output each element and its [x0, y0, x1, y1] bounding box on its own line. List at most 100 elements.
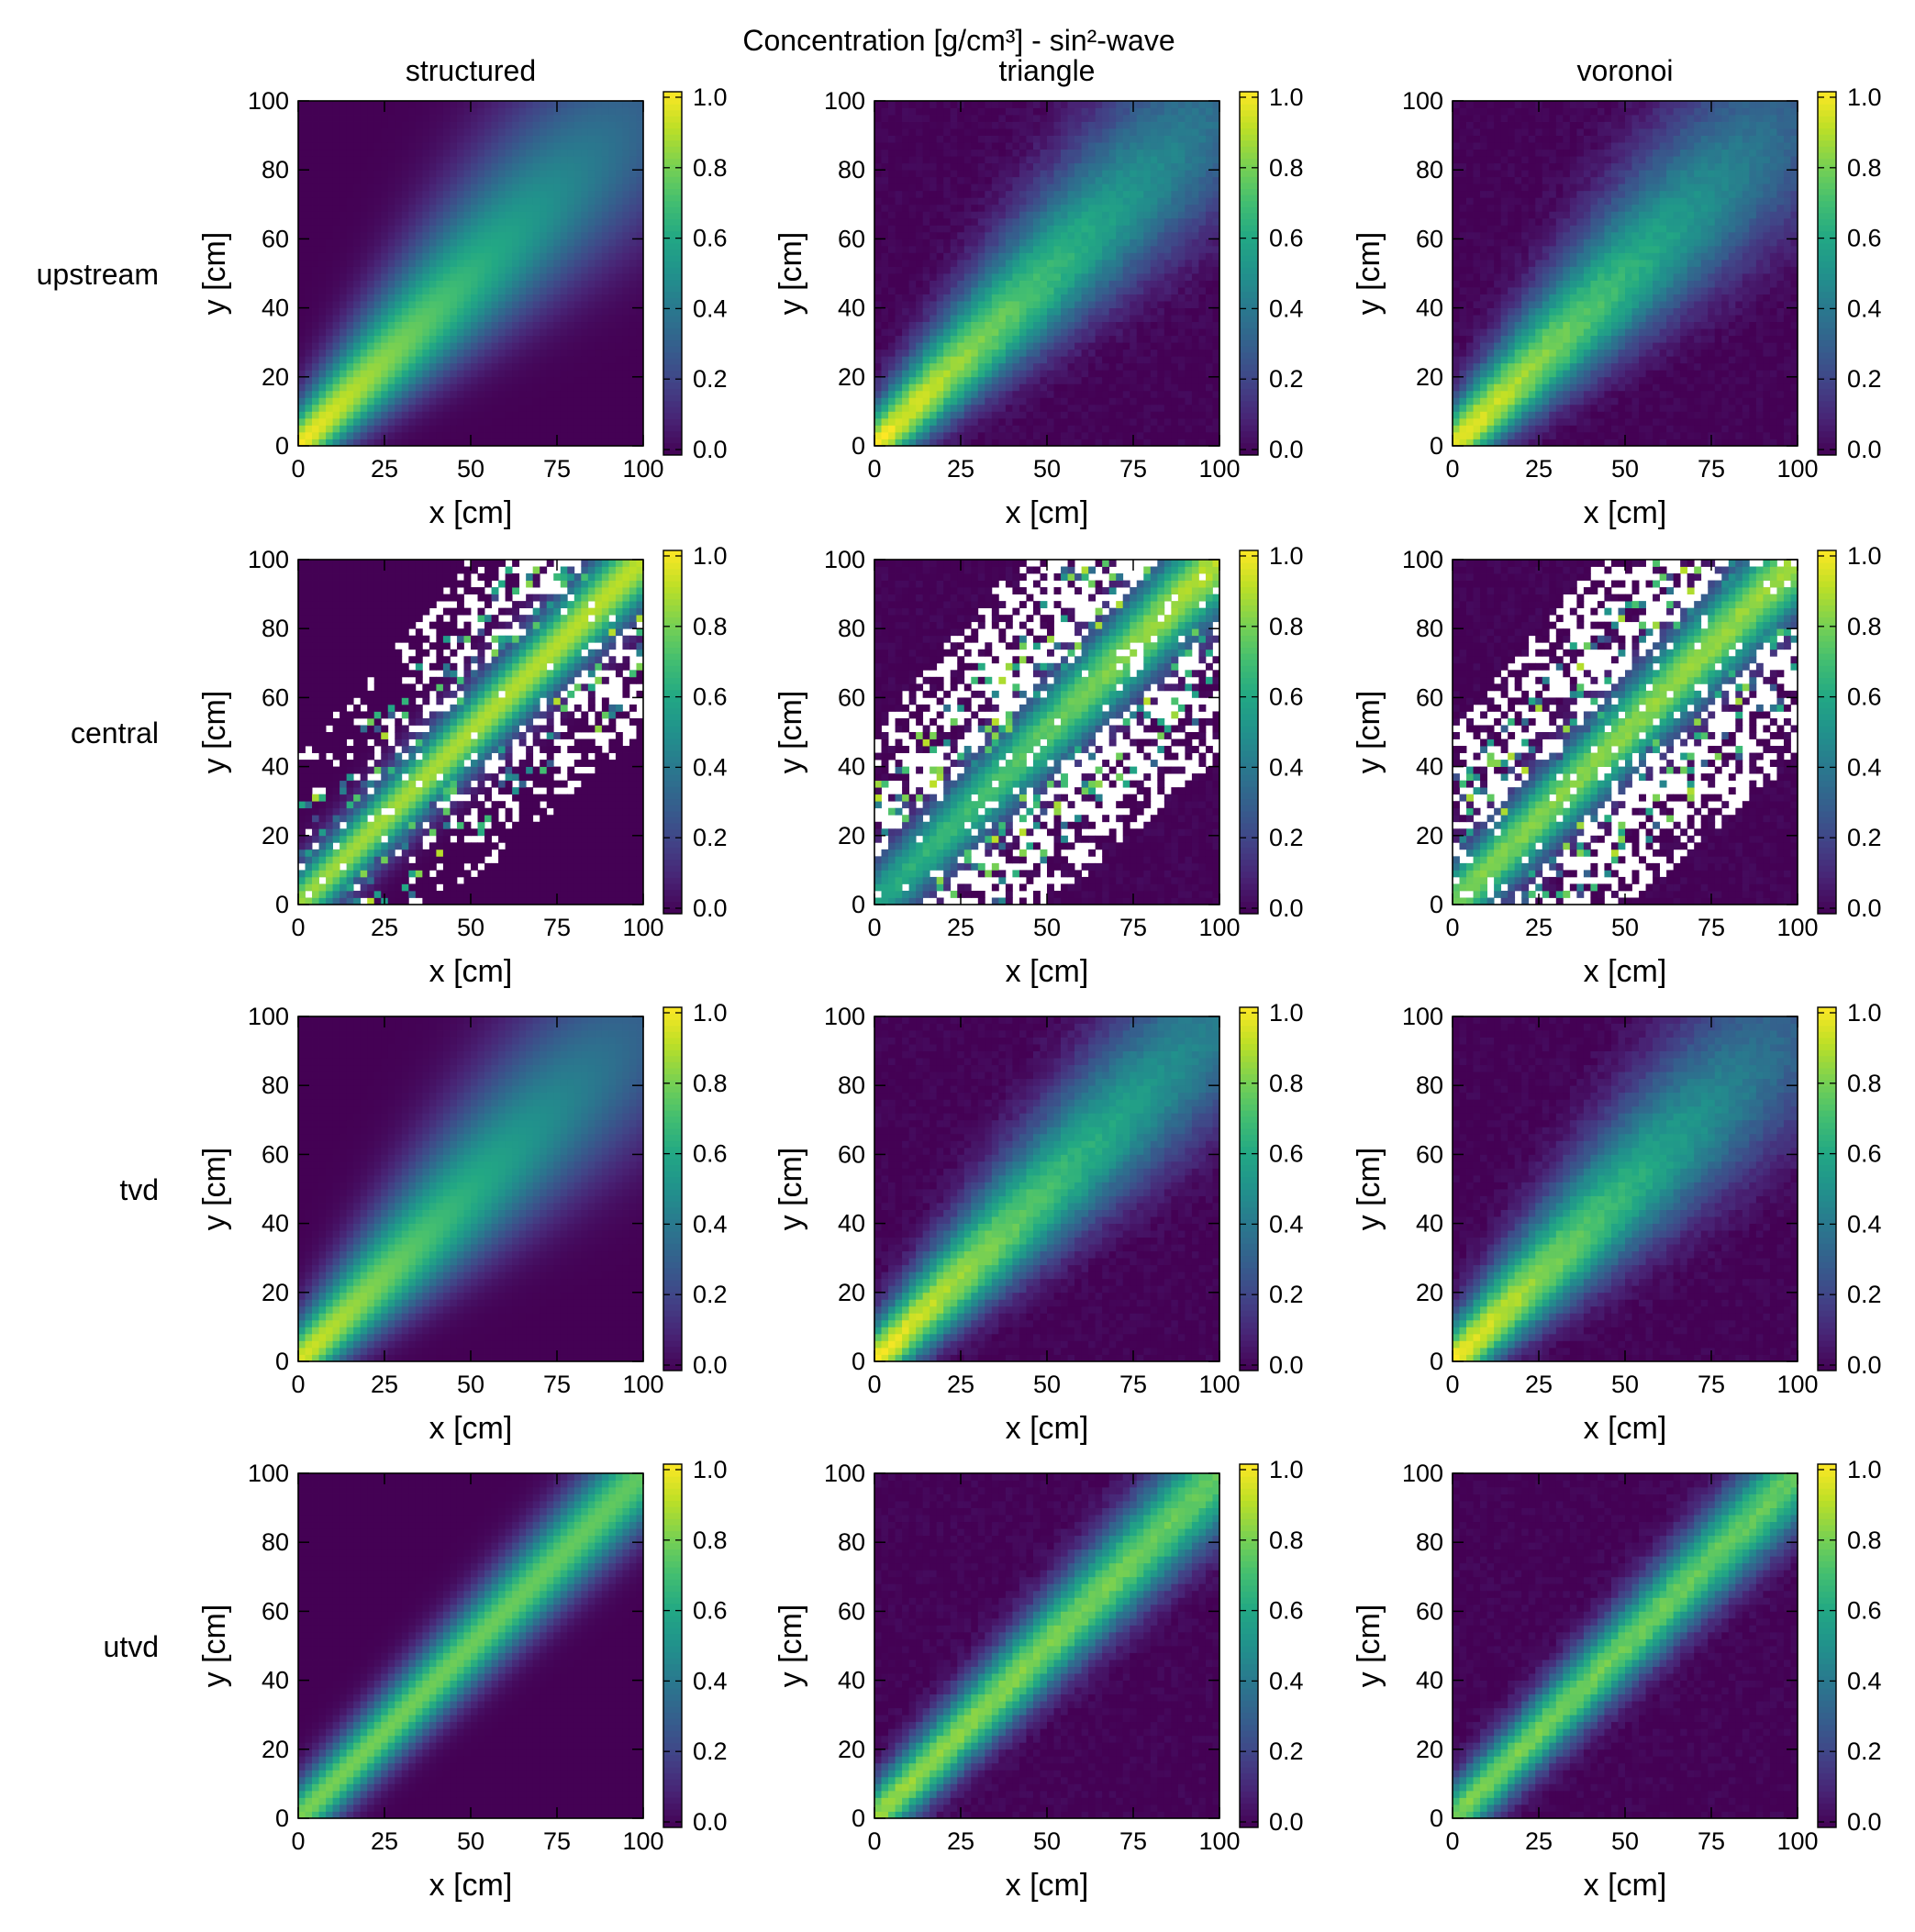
heatmap-cell — [602, 301, 609, 308]
heatmap-cell — [882, 342, 889, 350]
heatmap-cell — [429, 391, 437, 398]
heatmap-cell — [888, 218, 896, 226]
heatmap-cell — [622, 122, 629, 129]
heatmap-cell — [888, 163, 896, 171]
heatmap-cell — [457, 363, 464, 371]
heatmap-cell — [395, 266, 402, 273]
heatmap-cell — [484, 211, 492, 218]
heatmap-cell — [436, 150, 443, 157]
heatmap-cell — [484, 266, 492, 273]
heatmap-cell — [498, 239, 506, 246]
heatmap-cell — [443, 377, 451, 384]
heatmap-cell — [422, 308, 429, 316]
heatmap-cell — [540, 336, 547, 343]
colorbar-tick-label: 0.2 — [693, 365, 728, 393]
heatmap-cell — [492, 108, 499, 116]
heatmap-cell — [506, 128, 513, 136]
heatmap-cell — [395, 156, 402, 163]
heatmap-cell — [463, 128, 471, 136]
heatmap-cell — [581, 273, 588, 281]
heatmap-cell — [622, 281, 629, 288]
heatmap-cell — [395, 363, 402, 371]
heatmap-cell — [561, 191, 568, 198]
heatmap-cell — [422, 101, 429, 108]
heatmap-cell — [506, 363, 513, 371]
heatmap-cell — [436, 232, 443, 239]
heatmap-cell — [416, 183, 423, 191]
heatmap-cell — [361, 177, 368, 184]
heatmap-cell — [874, 183, 882, 191]
colorbar-segment — [663, 401, 682, 407]
heatmap-cell — [574, 301, 582, 308]
heatmap-cell — [519, 142, 527, 150]
heatmap-cell — [512, 170, 519, 177]
heatmap-cell — [526, 397, 533, 405]
heatmap-cell — [374, 342, 382, 350]
heatmap-cell — [478, 177, 485, 184]
heatmap-cell — [388, 205, 395, 212]
heatmap-cell — [443, 128, 451, 136]
heatmap-cell — [574, 328, 582, 336]
heatmap-cell — [450, 108, 457, 116]
heatmap-cell — [602, 232, 609, 239]
heatmap-cell — [484, 342, 492, 350]
heatmap-cell — [326, 108, 333, 116]
heatmap-cell — [450, 136, 457, 143]
colorbar-tick-label: 0.8 — [693, 154, 728, 182]
heatmap-cell — [395, 315, 402, 322]
heatmap-cell — [519, 391, 527, 398]
heatmap-cell — [629, 301, 637, 308]
heatmap-cell — [463, 370, 471, 377]
heatmap-cell — [429, 363, 437, 371]
heatmap-cell — [326, 246, 333, 253]
heatmap-cell — [326, 101, 333, 108]
heatmap-cell — [533, 377, 540, 384]
heatmap-cell — [616, 150, 623, 157]
heatmap-cell — [608, 405, 616, 412]
heatmap-cell — [388, 425, 395, 432]
heatmap-cell — [361, 342, 368, 350]
colorbar-segment — [663, 340, 682, 347]
heatmap-cell — [306, 115, 313, 122]
heatmap-cell — [319, 108, 327, 116]
heatmap-cell — [588, 266, 596, 273]
heatmap-cell — [519, 383, 527, 391]
heatmap-cell — [588, 287, 596, 294]
heatmap-cell — [463, 183, 471, 191]
heatmap-cell — [478, 281, 485, 288]
heatmap-cell — [602, 205, 609, 212]
heatmap-cell — [443, 328, 451, 336]
heatmap-cell — [381, 170, 388, 177]
heatmap-cell — [533, 183, 540, 191]
heatmap-cell — [436, 322, 443, 329]
heatmap-cell — [506, 232, 513, 239]
heatmap-cell — [533, 239, 540, 246]
heatmap-cell — [561, 205, 568, 212]
heatmap-cell — [506, 266, 513, 273]
heatmap-cell — [492, 405, 499, 412]
heatmap-cell — [581, 391, 588, 398]
heatmap-cell — [450, 383, 457, 391]
heatmap-cell — [361, 336, 368, 343]
heatmap-cell — [457, 197, 464, 205]
heatmap-cell — [353, 108, 361, 116]
heatmap-cell — [540, 322, 547, 329]
heatmap-cell — [512, 128, 519, 136]
heatmap-cell — [429, 425, 437, 432]
heatmap-cell — [616, 356, 623, 363]
heatmap-cell — [574, 205, 582, 212]
heatmap-cell — [422, 273, 429, 281]
heatmap-cell — [408, 115, 416, 122]
heatmap-cell — [361, 163, 368, 171]
heatmap-cell — [581, 301, 588, 308]
heatmap-cell — [298, 225, 306, 232]
heatmap-cell — [374, 197, 382, 205]
heatmap-cell — [498, 266, 506, 273]
heatmap-cell — [416, 418, 423, 426]
heatmap-cell — [533, 246, 540, 253]
heatmap-cell — [367, 432, 374, 439]
heatmap-cell — [616, 115, 623, 122]
heatmap-cell — [540, 128, 547, 136]
heatmap-cell — [553, 287, 561, 294]
heatmap-cell — [306, 350, 313, 357]
